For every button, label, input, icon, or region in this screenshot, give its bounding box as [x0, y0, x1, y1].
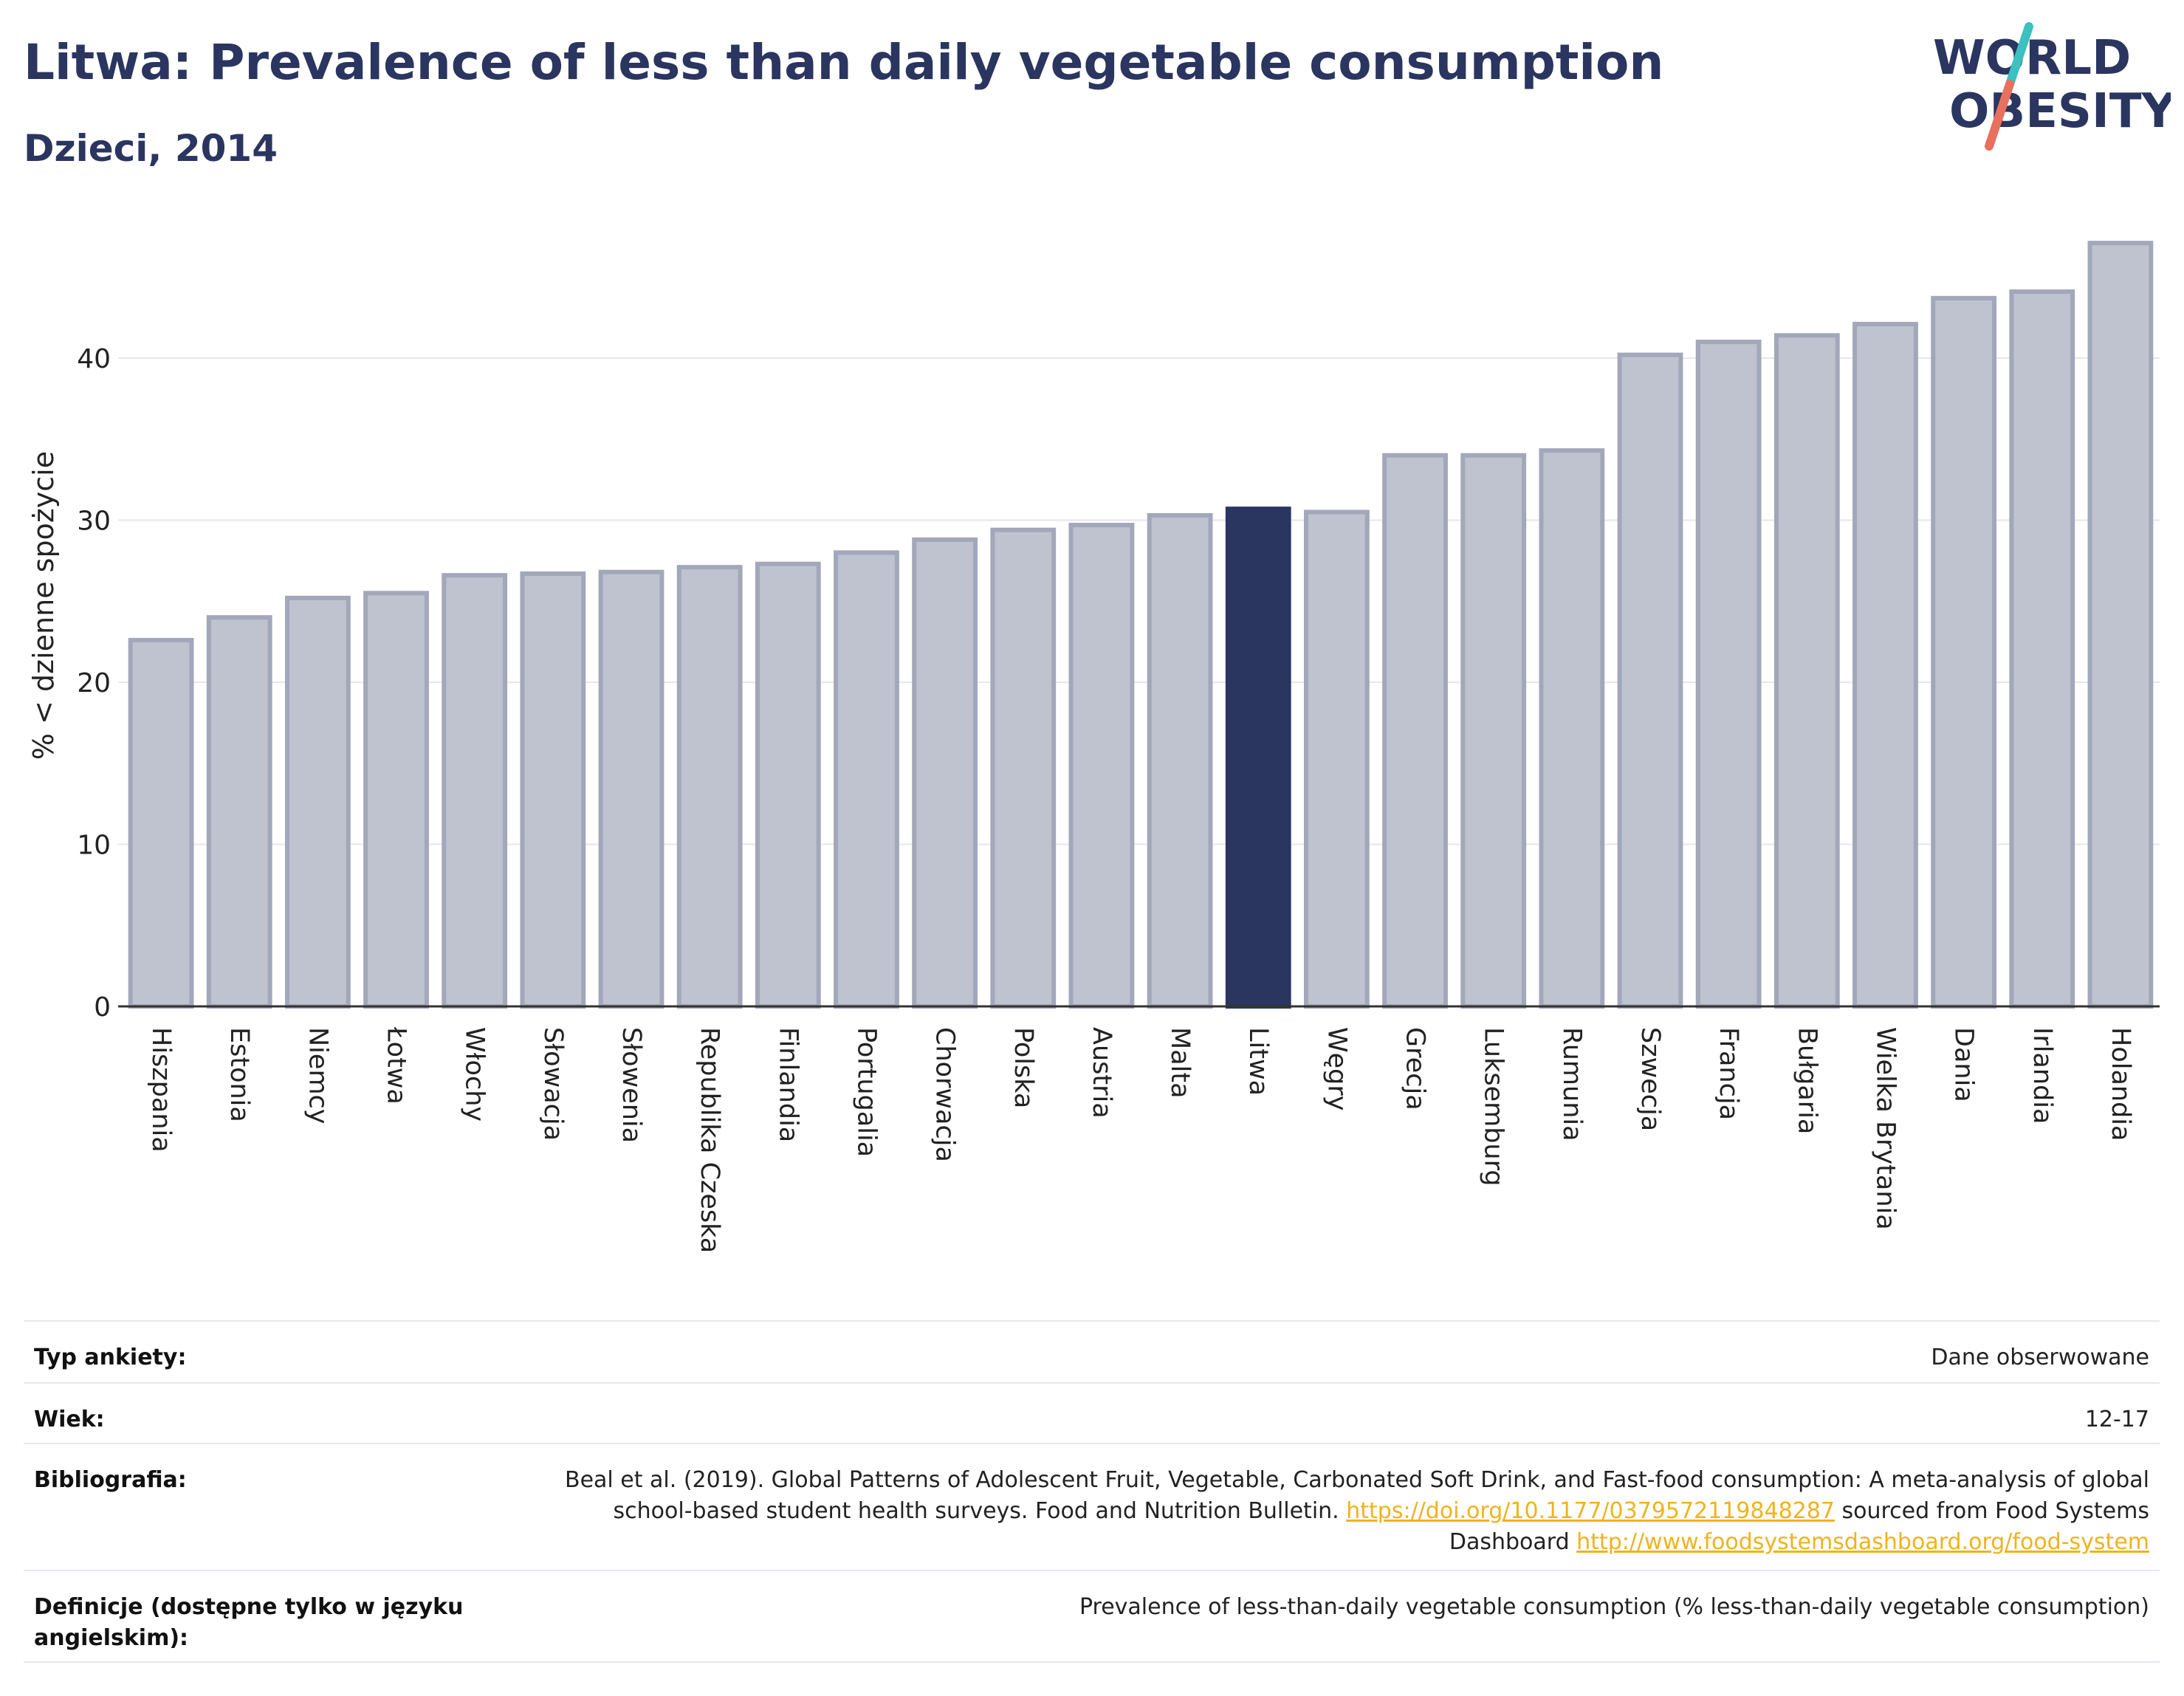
y-tick-label: 20	[77, 668, 111, 698]
bar-hiszpania[interactable]	[128, 637, 194, 1009]
x-tick-label: Portugalia	[851, 1027, 881, 1157]
logo-slash-coral	[1985, 80, 2014, 151]
x-tick-label: Irlandia	[2027, 1027, 2057, 1124]
bar-łotwa[interactable]	[363, 591, 429, 1009]
bibliography-text: Beal et al. (2019). Global Patterns of A…	[564, 1467, 2149, 1524]
x-tick-label: Niemcy	[303, 1027, 332, 1125]
page-title: Litwa: Prevalence of less than daily veg…	[24, 34, 1664, 91]
x-tick-label: Grecja	[1401, 1027, 1430, 1110]
bar-portugalia[interactable]	[834, 550, 899, 1009]
x-tick-label: Litwa	[1243, 1027, 1273, 1096]
x-tick-label: Holandia	[2106, 1027, 2135, 1141]
x-tick-label: Słowacja	[538, 1027, 568, 1141]
x-tick-label: Rumunia	[1557, 1027, 1587, 1141]
x-tick-label: Republika Czeska	[695, 1027, 724, 1253]
bar-austria[interactable]	[1068, 523, 1135, 1009]
page-subtitle: Dzieci, 2014	[24, 127, 278, 170]
bar-litwa[interactable]	[1225, 507, 1291, 1009]
bar-włochy[interactable]	[442, 573, 508, 1009]
metadata-table: Typ ankiety: Dane obserwowane Wiek: 12-1…	[24, 1320, 2160, 1663]
y-tick-label: 10	[77, 831, 111, 861]
meta-value-age: 12-17	[2084, 1407, 2149, 1432]
x-tick-label: Węgry	[1322, 1027, 1351, 1110]
bibliography-source-text: sourced from Food Systems Dashboard	[1449, 1498, 2149, 1555]
meta-label-age: Wiek:	[34, 1407, 105, 1432]
bar-słowenia[interactable]	[598, 569, 665, 1009]
bar-malta[interactable]	[1147, 512, 1213, 1009]
meta-label-definitions: Definicje (dostępne tylko w języku angie…	[34, 1594, 464, 1651]
bar-niemcy[interactable]	[284, 595, 351, 1009]
x-tick-label: Finlandia	[773, 1027, 803, 1142]
logo-slash-teal	[2005, 22, 2033, 89]
x-tick-label: Bułgaria	[1792, 1027, 1821, 1134]
bar-estonia[interactable]	[206, 615, 272, 1009]
y-tick-label: 40	[77, 344, 111, 374]
y-tick-labels: 0 10 20 30 40	[77, 344, 111, 1023]
meta-label-bibliography: Bibliografia:	[34, 1467, 187, 1493]
food-systems-dashboard-link[interactable]: http://www.foodsystemsdashboard.org/food…	[1576, 1529, 2149, 1555]
bar-grecja[interactable]	[1382, 453, 1448, 1009]
x-tick-label: Malta	[1165, 1027, 1195, 1099]
x-tick-label: Łotwa	[382, 1026, 411, 1105]
bar-luksemburg[interactable]	[1460, 453, 1527, 1009]
bar-republika-czeska[interactable]	[676, 565, 743, 1009]
doi-link[interactable]: https://doi.org/10.1177/0379572119848287	[1346, 1498, 1835, 1524]
world-obesity-logo: WORLD OBESITY	[1933, 22, 2171, 151]
y-tick-label: 30	[77, 507, 111, 537]
bar-holandia[interactable]	[2087, 241, 2154, 1009]
meta-label-survey-type: Typ ankiety:	[34, 1345, 187, 1370]
bar-wielka-brytania[interactable]	[1852, 321, 1918, 1009]
x-tick-labels: Hiszpania Estonia Niemcy Łotwa Włochy Słowacj…	[146, 1026, 2135, 1253]
bar-francja[interactable]	[1695, 340, 1762, 1009]
bar-węgry[interactable]	[1303, 509, 1370, 1009]
bar-polska[interactable]	[990, 527, 1057, 1009]
bar-chorwacja[interactable]	[912, 537, 978, 1009]
bar-rumunia[interactable]	[1539, 448, 1605, 1009]
x-tick-label: Włochy	[460, 1027, 490, 1122]
meta-value-bibliography: Beal et al. (2019). Global Patterns of A…	[492, 1465, 2149, 1558]
x-tick-label: Luksemburg	[1479, 1027, 1508, 1187]
bar-bułgaria[interactable]	[1773, 333, 1840, 1009]
x-tick-label: Austria	[1087, 1027, 1116, 1119]
meta-value-survey-type: Dane obserwowane	[1931, 1345, 2149, 1370]
meta-row-age: Wiek: 12-17	[24, 1382, 2160, 1443]
bar-szwecja[interactable]	[1617, 352, 1683, 1009]
x-tick-label: Francja	[1714, 1027, 1743, 1120]
meta-row-survey-type: Typ ankiety: Dane obserwowane	[24, 1320, 2160, 1382]
bar-dania[interactable]	[1931, 295, 1997, 1009]
x-tick-label: Szwecja	[1635, 1027, 1665, 1131]
bar-chart: 0 10 20 30 40 Hiszpania Estonia Niemcy Łotwa Wło…	[27, 241, 2160, 1253]
logo-text-world: WORLD	[1933, 31, 2131, 86]
bar-irlandia[interactable]	[2009, 289, 2075, 1009]
y-tick-label: 0	[94, 992, 111, 1023]
x-tick-label: Dania	[1949, 1027, 1979, 1102]
y-axis-label: % < dzienne spożycie	[27, 451, 60, 760]
meta-row-definitions: Definicje (dostępne tylko w języku angie…	[24, 1570, 2160, 1663]
x-tick-label: Słowenia	[617, 1027, 646, 1143]
bar-słowacja[interactable]	[520, 571, 586, 1009]
bars	[128, 241, 2154, 1009]
logo-text-obesity: OBESITY	[1949, 84, 2171, 139]
meta-value-definitions: Prevalence of less-than-daily vegetable …	[1079, 1594, 2149, 1620]
x-tick-label: Polska	[1009, 1027, 1038, 1108]
x-tick-label: Estonia	[224, 1027, 254, 1122]
x-tick-label: Hiszpania	[146, 1027, 176, 1153]
meta-row-bibliography: Bibliografia: Beal et al. (2019). Global…	[24, 1443, 2160, 1570]
bar-finlandia[interactable]	[755, 561, 821, 1009]
x-tick-label: Wielka Brytania	[1870, 1027, 1900, 1230]
x-tick-label: Chorwacja	[930, 1027, 960, 1162]
